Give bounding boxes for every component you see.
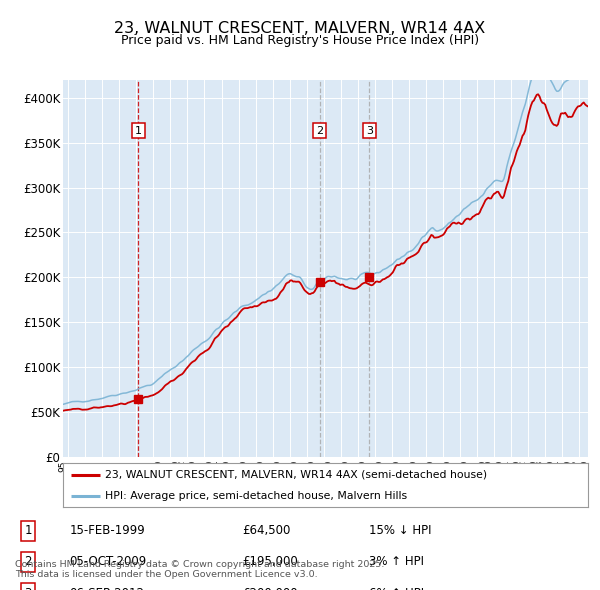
Text: 3% ↑ HPI: 3% ↑ HPI: [369, 555, 424, 569]
Text: 23, WALNUT CRESCENT, MALVERN, WR14 4AX (semi-detached house): 23, WALNUT CRESCENT, MALVERN, WR14 4AX (…: [105, 470, 487, 480]
Text: 3: 3: [25, 586, 32, 590]
Text: Contains HM Land Registry data © Crown copyright and database right 2025.
This d: Contains HM Land Registry data © Crown c…: [15, 560, 385, 579]
Text: 2: 2: [316, 126, 323, 136]
Text: 15% ↓ HPI: 15% ↓ HPI: [369, 525, 431, 537]
Text: 6% ↑ HPI: 6% ↑ HPI: [369, 586, 424, 590]
Text: 2: 2: [25, 555, 32, 569]
Text: 15-FEB-1999: 15-FEB-1999: [70, 525, 145, 537]
Text: 1: 1: [135, 126, 142, 136]
Text: HPI: Average price, semi-detached house, Malvern Hills: HPI: Average price, semi-detached house,…: [105, 491, 407, 501]
Text: 05-OCT-2009: 05-OCT-2009: [70, 555, 147, 569]
Text: Price paid vs. HM Land Registry's House Price Index (HPI): Price paid vs. HM Land Registry's House …: [121, 34, 479, 47]
Text: 1: 1: [25, 525, 32, 537]
Text: 3: 3: [366, 126, 373, 136]
Text: 23, WALNUT CRESCENT, MALVERN, WR14 4AX: 23, WALNUT CRESCENT, MALVERN, WR14 4AX: [115, 21, 485, 35]
Text: £195,000: £195,000: [242, 555, 298, 569]
Text: 06-SEP-2012: 06-SEP-2012: [70, 586, 145, 590]
Text: £64,500: £64,500: [242, 525, 291, 537]
Text: £200,000: £200,000: [242, 586, 298, 590]
